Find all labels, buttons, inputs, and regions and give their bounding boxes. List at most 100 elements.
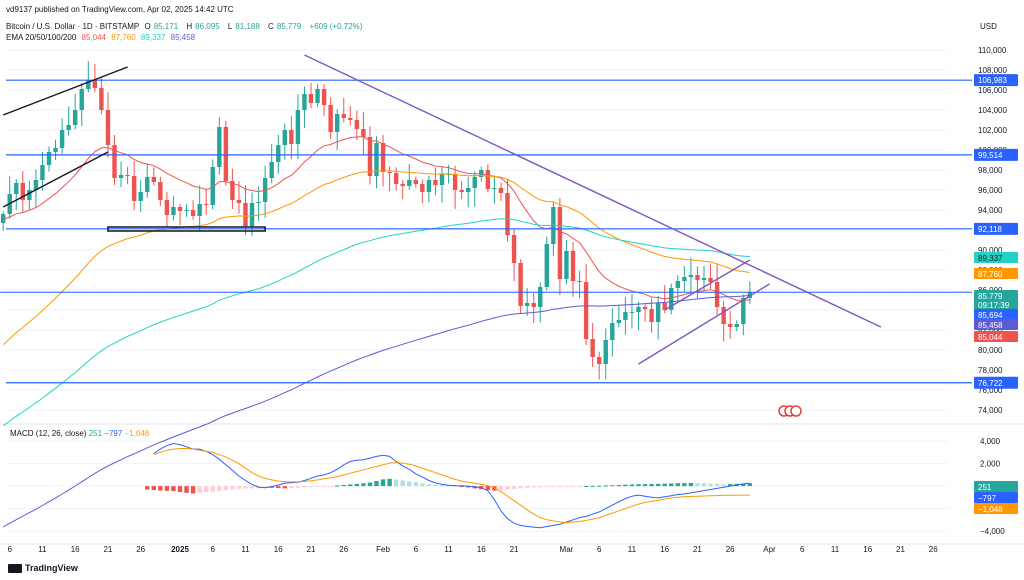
macd-histogram-bar <box>184 486 189 493</box>
date-tick-label: 21 <box>103 545 112 554</box>
candle-body <box>734 324 739 327</box>
candle-body <box>459 190 464 192</box>
candle-body <box>99 88 104 110</box>
candle-body <box>197 204 202 216</box>
tv-logo-icon <box>8 564 22 574</box>
candle-body <box>236 200 242 203</box>
macd-histogram-bar <box>348 484 353 487</box>
candle-body <box>492 188 497 189</box>
candle-body <box>610 323 615 340</box>
date-tick-label: 2025 <box>171 545 189 554</box>
macd-histogram-bar <box>171 486 176 492</box>
price-tag-ema200 <box>974 319 1018 330</box>
price-tag-ema100 <box>974 252 1018 263</box>
left-channel-lower-trendline <box>2 151 109 208</box>
left-channel-upper-trendline <box>2 66 128 116</box>
macd-histogram-bar <box>485 486 491 491</box>
macd-histogram-bar <box>708 483 713 487</box>
candle-body <box>210 167 215 205</box>
macd-histogram-bar <box>230 486 235 490</box>
candle-body <box>138 192 143 201</box>
macd-histogram-bar <box>420 483 425 487</box>
symbol-title: Bitcoin / U.S. Dollar · 1D · BITSTAMP <box>6 22 140 31</box>
macd-histogram-bar <box>669 483 674 487</box>
price-tick-label: 106,000 <box>978 86 1007 95</box>
descending-resistance-trendline <box>304 54 882 328</box>
macd-histogram-bar <box>610 485 615 487</box>
candle-body <box>655 303 661 322</box>
macd-histogram-bar <box>413 482 418 487</box>
candle-body <box>86 80 91 89</box>
candle-body <box>53 148 58 152</box>
candle-body <box>46 152 52 165</box>
macd-histogram-bar <box>505 486 510 490</box>
macd-histogram-bar <box>721 484 726 487</box>
candle-body <box>151 177 156 182</box>
candle-body <box>728 324 733 327</box>
macd-value-tag <box>974 503 1018 514</box>
candle-body <box>695 275 700 280</box>
candle-body <box>295 110 301 144</box>
date-tick-label: 16 <box>71 545 80 554</box>
candle-body <box>361 129 366 137</box>
level-price-tag <box>974 148 1018 161</box>
ema50-value: 87,760 <box>111 33 136 42</box>
macd-histogram-bar <box>446 485 451 487</box>
macd-histogram-bar <box>682 483 687 487</box>
candle-body <box>380 143 386 172</box>
candle-body <box>623 312 628 320</box>
macd-histogram-bar <box>374 481 379 487</box>
macd-histogram-bar <box>452 485 458 487</box>
candle-body <box>531 303 536 307</box>
price-tag-label-ema200: 85,458 <box>978 321 1003 330</box>
level-price-label: 76,722 <box>978 379 1003 388</box>
candle-body <box>249 203 255 226</box>
macd-histogram-bar <box>714 483 720 487</box>
macd-histogram-bar <box>315 486 320 488</box>
candle-body <box>485 170 491 189</box>
candle-body <box>669 288 674 310</box>
event-flag-icon <box>790 405 802 417</box>
candle-body <box>348 118 353 120</box>
candle-body <box>642 307 648 309</box>
candle-body <box>387 172 392 173</box>
candle-body <box>603 340 608 364</box>
candle-body <box>557 207 563 279</box>
date-tick-label: 26 <box>929 545 938 554</box>
candle-body <box>118 175 124 178</box>
macd-histogram-bar <box>393 479 399 487</box>
candle-body <box>33 180 39 190</box>
macd-histogram-bar <box>557 486 563 488</box>
candle-body <box>14 183 19 194</box>
candle-body <box>420 184 425 192</box>
macd-histogram-bar <box>616 485 622 487</box>
price-tag-label-countdown: 09:17:39 <box>978 301 1010 310</box>
macd-histogram-bar <box>407 481 412 487</box>
macd-histogram-bar <box>367 482 373 487</box>
ohlc-close: C 85,779 <box>268 22 302 31</box>
macd-histogram-bar <box>459 486 464 488</box>
macd-histogram-bar <box>262 486 268 488</box>
candle-body <box>675 281 680 288</box>
macd-histogram-bar <box>583 486 589 488</box>
candle-body <box>433 180 438 185</box>
candle-body <box>452 174 458 190</box>
date-tick-label: 16 <box>477 545 486 554</box>
macd-value-label: −1,048 <box>978 505 1003 514</box>
date-tick-label: 11 <box>241 545 250 554</box>
candle-body <box>131 176 137 201</box>
macd-histogram-bar <box>577 486 582 488</box>
candle-body <box>112 145 117 178</box>
ohlc-high: H 86,095 <box>186 22 220 31</box>
date-tick-label: 6 <box>800 545 805 554</box>
candle-body <box>714 282 720 307</box>
candle-body <box>328 105 333 132</box>
candle-body <box>125 175 130 176</box>
price-tag-countdown <box>974 299 1018 310</box>
publish-line: vd9137 published on TradingView.com, Apr… <box>6 5 234 14</box>
price-tick-label: 78,000 <box>978 366 1003 375</box>
candle-body <box>145 177 150 192</box>
date-tick-label: 6 <box>7 545 12 554</box>
